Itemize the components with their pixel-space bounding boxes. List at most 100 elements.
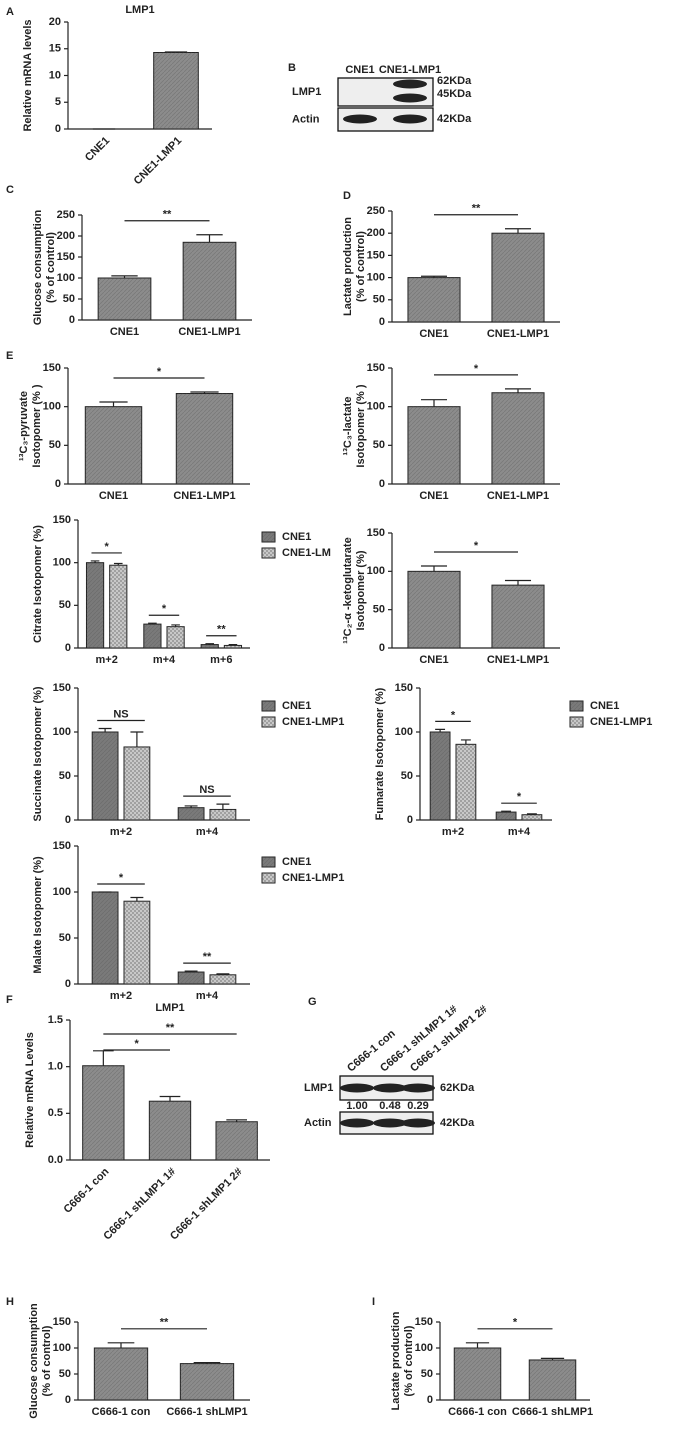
y-tick-label: 0: [379, 642, 385, 654]
error-bar: [540, 1357, 565, 1360]
legend-label: CNE1-LMP1: [590, 716, 652, 728]
y-tick-label: 50: [421, 1368, 433, 1380]
panel-label: D: [343, 190, 351, 202]
error-bar: [196, 234, 223, 243]
y-tick-label: 150: [57, 251, 75, 263]
x-tick-label: m+2: [110, 990, 132, 1002]
band-quantification: 0.48: [379, 1100, 400, 1112]
y-axis-label: Glucose consumption: [32, 209, 44, 325]
x-tick-label: C666-1 shLMP1: [512, 1406, 593, 1418]
blot-band: [393, 114, 427, 124]
y-tick-label: 150: [53, 840, 71, 852]
y-tick-label: 100: [53, 886, 71, 898]
x-tick-label: CNE1-LMP1: [487, 328, 549, 340]
y-tick-label: 100: [53, 1342, 71, 1354]
y-tick-label: 50: [401, 770, 413, 782]
blot-band: [401, 1083, 435, 1093]
error-bar: [504, 579, 532, 586]
x-tick-label: C666-1 shLMP1 2#: [168, 1166, 245, 1243]
bar-texture: [407, 406, 461, 484]
y-axis-label: Fumarate Isotopomer (%): [374, 687, 386, 820]
band-quantification: 1.00: [346, 1100, 367, 1112]
error-bar: [228, 643, 238, 646]
x-tick-label: m+4: [196, 826, 219, 838]
y-tick-label: 200: [57, 230, 75, 242]
y-axis-label: Relative mRNA levels: [22, 19, 34, 131]
legend-label: CNE1-LM: [282, 547, 331, 559]
y-axis-label: Succinate Isotopomer (%): [32, 686, 44, 821]
significance-label: **: [160, 1317, 169, 1329]
error-bar: [465, 1342, 490, 1348]
bar-texture: [224, 645, 242, 648]
y-tick-label: 150: [367, 362, 385, 374]
y-tick-label: 0: [65, 978, 71, 990]
y-tick-label: 0.5: [48, 1107, 63, 1119]
error-bar: [504, 228, 532, 234]
size-label: 45KDa: [437, 88, 472, 100]
significance-label: *: [105, 541, 110, 553]
row-label: LMP1: [292, 86, 321, 98]
error-bar: [98, 727, 112, 732]
blot-band: [340, 1083, 374, 1093]
y-tick-label: 50: [63, 293, 75, 305]
panel-label: F: [6, 994, 13, 1006]
y-tick-label: 100: [53, 557, 71, 569]
y-axis-label: Isotopomer (% ): [31, 384, 43, 467]
bar-texture: [183, 242, 236, 320]
panel-label: E: [6, 350, 13, 362]
y-tick-label: 150: [53, 682, 71, 694]
blot-box: [337, 107, 434, 132]
y-axis-label: ¹³C₃-pyruvate: [18, 391, 30, 461]
bar-texture: [407, 277, 461, 322]
error-bar: [504, 388, 532, 393]
significance-label: *: [451, 709, 456, 721]
y-tick-label: 0: [427, 1394, 433, 1406]
y-axis-label: Malate Isotopomer (%): [32, 856, 44, 974]
panel-label: B: [288, 62, 296, 74]
x-tick-label: CNE1: [83, 135, 112, 164]
y-axis-label: (% of control): [403, 1325, 415, 1396]
y-axis-label: (% of control): [45, 232, 57, 303]
y-tick-label: 50: [49, 439, 61, 451]
significance-label: *: [162, 603, 167, 615]
panel-label: G: [308, 996, 317, 1008]
legend-label: CNE1: [282, 700, 311, 712]
bar-texture: [85, 406, 142, 484]
y-tick-label: 100: [367, 272, 385, 284]
legend-swatch-texture: [570, 717, 583, 727]
blot-band: [340, 1118, 374, 1128]
significance-label: *: [119, 872, 124, 884]
x-tick-label: C666-1 con: [62, 1166, 112, 1216]
x-tick-label: m+4: [508, 826, 531, 838]
error-bar: [216, 973, 230, 975]
legend-label: CNE1-LMP1: [282, 716, 344, 728]
x-tick-label: CNE1: [110, 326, 139, 338]
y-axis-label: Relative mRNA Levels: [24, 1032, 36, 1148]
lane-label: CNE1-LMP1: [379, 64, 441, 76]
y-tick-label: 0: [379, 478, 385, 490]
bar-texture: [178, 972, 204, 984]
bar-texture: [491, 392, 545, 484]
x-tick-label: CNE1-LMP1: [173, 490, 235, 502]
blot-band: [393, 79, 427, 89]
error-bar: [99, 401, 128, 407]
error-bar: [420, 275, 448, 278]
y-axis-label: ¹³C₃-lactate: [342, 397, 354, 456]
y-tick-label: 0: [65, 814, 71, 826]
bar-texture: [216, 1121, 258, 1160]
size-label: 42KDa: [437, 113, 472, 125]
legend-label: CNE1-LMP1: [282, 872, 344, 884]
bar-texture: [176, 393, 233, 484]
size-label: 42KDa: [440, 1117, 475, 1129]
x-tick-label: m+2: [110, 826, 132, 838]
x-tick-label: m+4: [153, 654, 176, 666]
x-tick-label: C666-1 shLMP1: [166, 1406, 247, 1418]
y-tick-label: 100: [57, 272, 75, 284]
blot-band: [373, 1118, 407, 1128]
significance-label: *: [513, 1317, 518, 1329]
y-axis-label: Isotopomer (% ): [355, 384, 367, 467]
x-tick-label: C666-1 con: [448, 1406, 507, 1418]
y-tick-label: 50: [59, 770, 71, 782]
blot-band: [373, 1083, 407, 1093]
bar-texture: [92, 892, 118, 984]
